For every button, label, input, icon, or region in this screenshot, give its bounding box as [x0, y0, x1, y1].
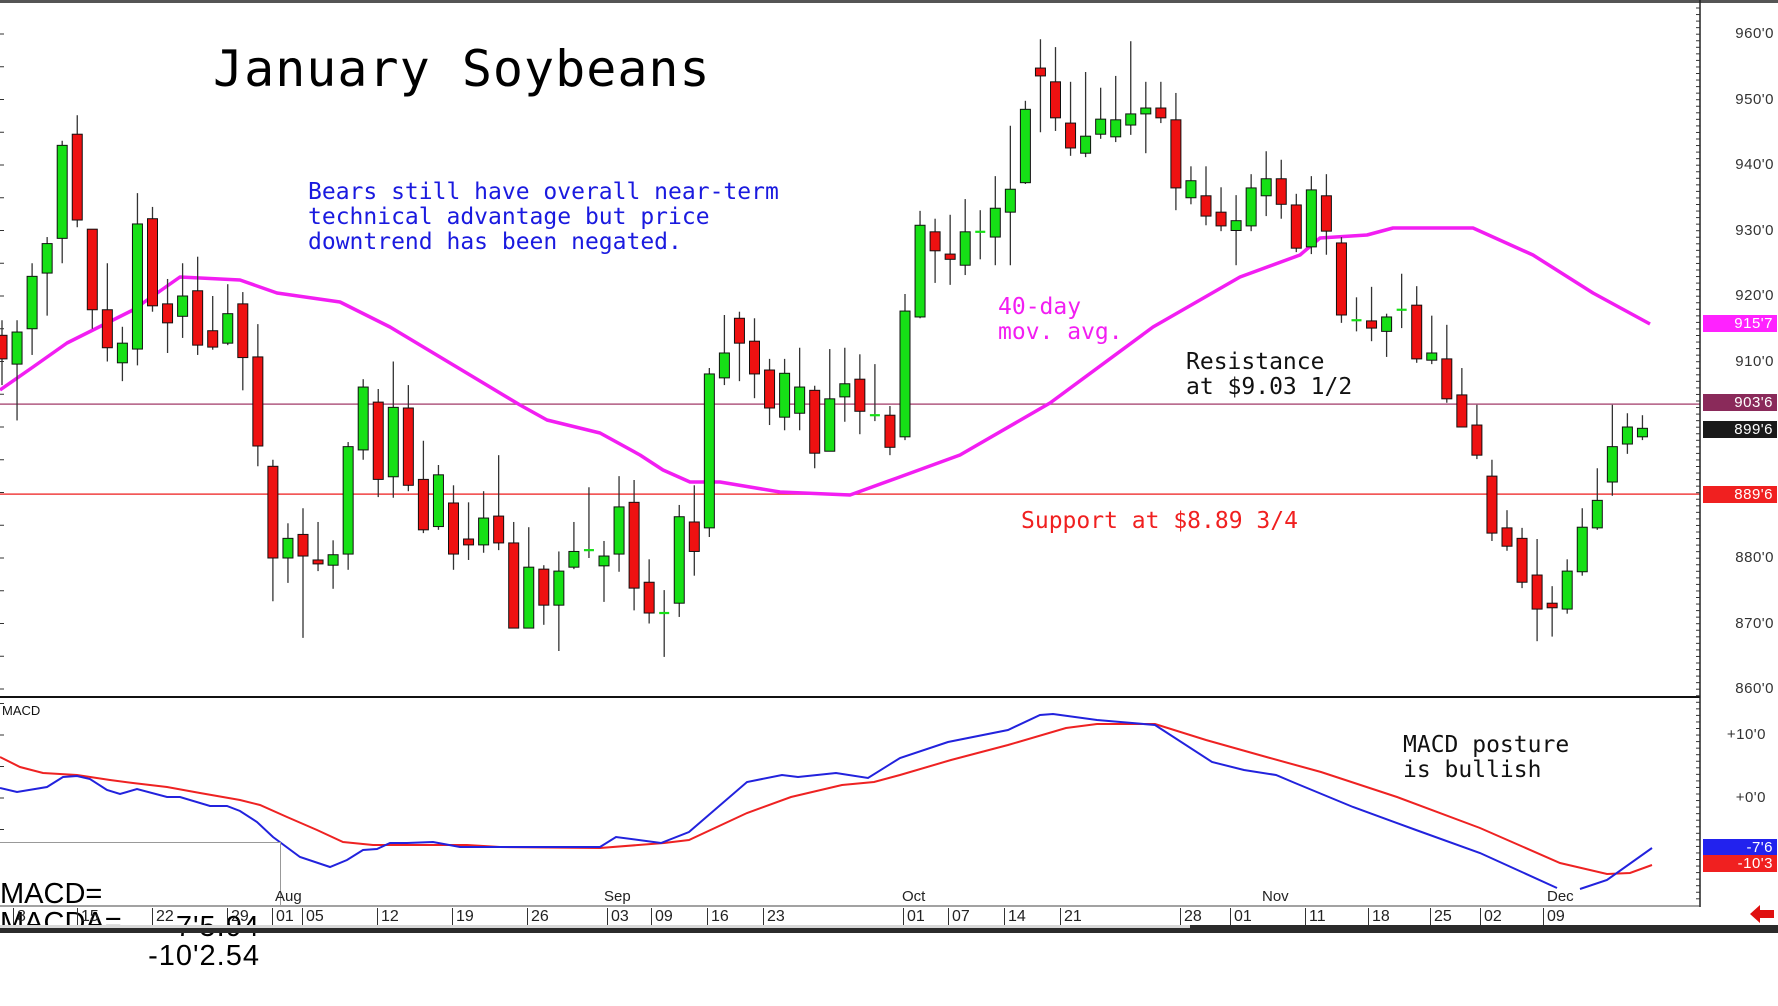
chart-title: January Soybeans	[213, 40, 711, 98]
macd-readout-label: MACD=	[0, 878, 103, 910]
month-label: Oct	[902, 888, 926, 905]
date-label: 02	[1480, 908, 1502, 925]
date-label: 05	[302, 908, 324, 925]
macd-tag: -10'3	[1703, 855, 1777, 873]
bottom-border	[0, 925, 1778, 933]
price-tag: 889'6	[1703, 486, 1777, 504]
month-label: Nov	[1262, 888, 1289, 905]
chart-frame: January Soybeans Bears still have overal…	[0, 0, 1778, 972]
macd-axis-label: +10'0	[1726, 726, 1766, 743]
macd-readout: MACD= -7'5.94 MACDA= -10'2.54	[0, 842, 281, 972]
price-tag: 899'6	[1703, 420, 1777, 438]
date-label: 14	[1004, 908, 1026, 925]
moving-average-line	[0, 226, 1651, 497]
date-label: 01	[903, 908, 925, 925]
top-border	[0, 0, 1778, 3]
date-label: 07	[948, 908, 970, 925]
price-axis-label: 940'0	[1735, 156, 1774, 173]
macda-readout-value: -10'2.54	[148, 940, 260, 972]
month-label: Dec	[1547, 888, 1574, 905]
date-label: 25	[1430, 908, 1452, 925]
date-label: 8	[13, 908, 26, 925]
resistance-annotation: Resistance at $9.03 1/2	[1186, 349, 1353, 400]
month-label: Aug	[275, 888, 302, 905]
macd-axis-label: +0'0	[1735, 789, 1766, 806]
date-label: 03	[607, 908, 629, 925]
price-axis-label: 870'0	[1735, 614, 1774, 632]
price-axis-label: 910'0	[1735, 352, 1774, 370]
date-label: 22	[152, 908, 174, 925]
candlestick-series	[0, 39, 1648, 657]
date-label: 18	[1368, 908, 1390, 925]
date-label: 21	[1060, 908, 1082, 925]
bears-annotation: Bears still have overall near-term techn…	[308, 179, 779, 255]
date-label: 19	[452, 908, 474, 925]
date-label: 12	[377, 908, 399, 925]
date-label: 09	[651, 908, 673, 925]
date-label: 01	[272, 908, 294, 925]
price-tag: 903'6	[1703, 394, 1777, 412]
price-axis-label: 880'0	[1735, 549, 1774, 566]
month-label: Sep	[604, 888, 631, 905]
price-axis-label: 860'0	[1735, 680, 1774, 697]
date-label: 16	[707, 908, 729, 925]
price-tag: 915'7	[1703, 315, 1777, 333]
scroll-left-arrow-icon[interactable]	[1750, 905, 1774, 923]
chart-canvas	[0, 0, 1701, 907]
date-label: 09	[1543, 908, 1565, 925]
macd-panel-label: MACD	[2, 703, 41, 718]
price-axis-label: 960'0	[1735, 25, 1774, 42]
date-label: 11	[1305, 908, 1326, 925]
date-label: 23	[763, 908, 785, 925]
date-label: 15	[77, 908, 99, 925]
date-label: 01	[1230, 908, 1252, 925]
support-annotation: Support at $8.89 3/4	[1021, 508, 1298, 534]
macd-tag: -7'6	[1703, 838, 1777, 856]
macd-annotation: MACD posture is bullish	[1403, 732, 1570, 783]
ma-annotation: 40-day mov. avg.	[998, 294, 1123, 345]
price-axis-label: 920'0	[1735, 287, 1774, 304]
price-axis-label: 930'0	[1735, 221, 1774, 239]
price-axis-label: 950'0	[1735, 90, 1774, 108]
date-label: 29	[227, 908, 249, 925]
macd-lines	[0, 712, 1653, 890]
axes	[0, 0, 1701, 907]
date-label: 26	[527, 908, 549, 925]
date-label: 28	[1180, 908, 1202, 925]
